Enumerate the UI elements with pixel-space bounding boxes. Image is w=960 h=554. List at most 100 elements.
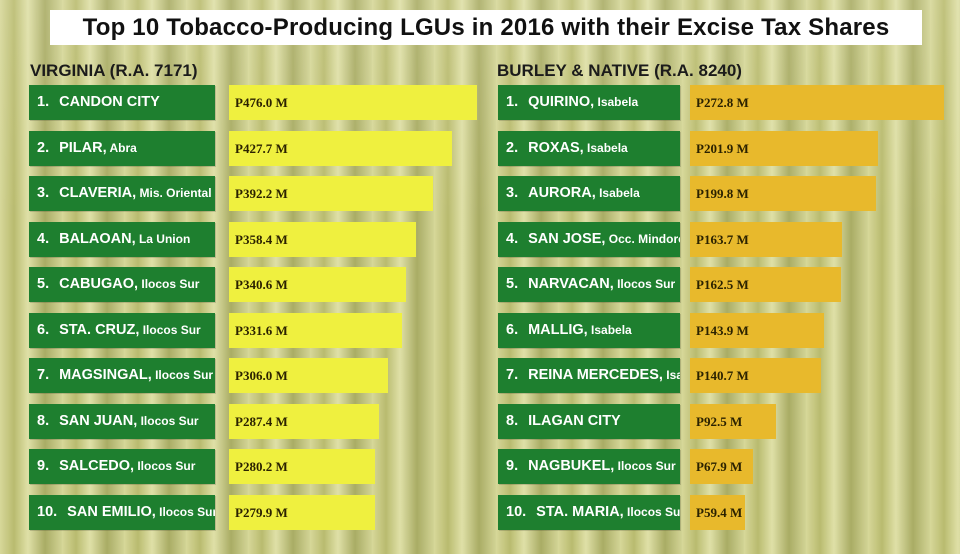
lgu-name: QUIRINO, (528, 94, 595, 110)
province-name: Ilocos Sur (137, 413, 199, 428)
value-label: P272.8 M (696, 95, 749, 110)
value-label: P163.7 M (696, 231, 749, 247)
virginia-bar: P280.2 M (229, 449, 375, 484)
virginia-bar: P476.0 M (229, 85, 477, 120)
value-label: P59.4 M (696, 504, 743, 520)
rank-number: 9. (506, 458, 519, 474)
value-label: P427.7 M (235, 140, 288, 156)
lgu-name: NAGBUKEL, (528, 458, 615, 474)
value-label: P143.9 M (696, 322, 749, 338)
province-name: Ilocos Sur (151, 368, 214, 382)
province-name: Ilocos Sur (138, 277, 200, 291)
virginia-bar: P306.0 M (229, 358, 388, 393)
burley-bar: P201.9 M (690, 130, 878, 166)
lgu-name: SALCEDO, (59, 458, 135, 474)
value-label: P392.2 M (235, 186, 288, 201)
province-name: Ilocos Sur (134, 459, 196, 473)
rank-number: 4. (506, 230, 519, 247)
rank-number: 7. (506, 367, 519, 383)
lgu-name: SAN JUAN, (59, 412, 138, 429)
burley-bar: P163.7 M (690, 221, 842, 257)
virginia-category-label: 4. BALAOAN, La Union (29, 221, 215, 257)
virginia-bar: P392.2 M (229, 176, 433, 211)
virginia-bar-chart: 1. CANDON CITY P476.0 M 2. PILAR, Abra P427.7… (29, 85, 479, 535)
lgu-name: MALLIG, (528, 321, 588, 338)
burley-bar: P140.7 M (690, 358, 821, 393)
burley-category-label: 1. QUIRINO, Isabela (498, 85, 680, 120)
virginia-category-label: 9. SALCEDO, Ilocos Sur (29, 449, 215, 484)
virginia-category-label: 8. SAN JUAN, Ilocos Sur (29, 403, 215, 439)
virginia-category-label: 2. PILAR, Abra (29, 130, 215, 166)
value-label: P199.8 M (696, 186, 749, 201)
lgu-name: ROXAS, (528, 139, 584, 156)
lgu-name: STA. MARIA, (536, 503, 624, 520)
province-name: Occ. Mindoro (605, 231, 680, 246)
burley-bar: P199.8 M (690, 176, 876, 211)
province-name: Mis. Oriental (136, 186, 212, 200)
virginia-category-label: 5. CABUGAO, Ilocos Sur (29, 267, 215, 302)
province-name: Ilocos Sur (613, 277, 676, 291)
burley-bar: P59.4 M (690, 494, 745, 530)
virginia-category-label: 10. SAN EMILIO, Ilocos Sur (29, 494, 215, 530)
rank-number: 9. (37, 458, 50, 474)
lgu-name: NARVACAN, (528, 276, 614, 292)
burley-category-label: 8. ILAGAN CITY (498, 403, 680, 439)
lgu-name: BALAOAN, (59, 230, 136, 247)
value-label: P331.6 M (235, 322, 288, 338)
burley-category-label: 2. ROXAS, Isabela (498, 130, 680, 166)
virginia-bar: P358.4 M (229, 221, 416, 257)
lgu-name: CANDON CITY (59, 94, 160, 110)
rank-number: 1. (506, 94, 519, 110)
burley-bar: P92.5 M (690, 403, 776, 439)
virginia-category-label: 7. MAGSINGAL, Ilocos Sur (29, 358, 215, 393)
province-name: Isabela (595, 186, 640, 200)
lgu-name: REINA MERCEDES, (528, 367, 663, 383)
burley-category-label: 5. NARVACAN, Ilocos Sur (498, 267, 680, 302)
lgu-name: AURORA, (528, 185, 596, 201)
lgu-name: ILAGAN CITY (528, 412, 621, 429)
burley-category-label: 9. NAGBUKEL, Ilocos Sur (498, 449, 680, 484)
lgu-name: PILAR, (59, 139, 107, 156)
chart-title: Top 10 Tobacco-Producing LGUs in 2016 wi… (50, 10, 922, 45)
virginia-bar: P279.9 M (229, 494, 375, 530)
value-label: P279.9 M (235, 504, 288, 520)
virginia-section-title: VIRGINIA (R.A. 7171) (30, 61, 198, 80)
value-label: P280.2 M (235, 459, 288, 474)
burley-category-label: 6. MALLIG, Isabela (498, 312, 680, 348)
value-label: P162.5 M (696, 277, 749, 292)
rank-number: 7. (37, 367, 50, 383)
value-label: P476.0 M (235, 95, 288, 110)
province-name: Abra (106, 140, 137, 155)
lgu-name: STA. CRUZ, (59, 321, 140, 338)
virginia-category-label: 3. CLAVERIA, Mis. Oriental (29, 176, 215, 211)
rank-number: 10. (506, 503, 527, 520)
value-label: P140.7 M (696, 368, 749, 383)
province-name: Ilocos Sur (155, 504, 215, 519)
province-name: Ilocos Sur (623, 504, 680, 519)
virginia-bar: P340.6 M (229, 267, 406, 302)
lgu-name: MAGSINGAL, (59, 367, 152, 383)
lgu-name: CLAVERIA, (59, 185, 137, 201)
lgu-name: CABUGAO, (59, 276, 139, 292)
virginia-bar: P427.7 M (229, 130, 452, 166)
virginia-bar: P287.4 M (229, 403, 379, 439)
province-name: Isabela (583, 140, 628, 155)
rank-number: 1. (37, 94, 50, 110)
rank-number: 2. (506, 139, 519, 156)
rank-number: 6. (37, 321, 50, 338)
virginia-category-label: 1. CANDON CITY (29, 85, 215, 120)
province-name: Ilocos Sur (614, 459, 676, 473)
province-name: Isabela (666, 368, 680, 382)
burley-category-label: 3. AURORA, Isabela (498, 176, 680, 211)
rank-number: 10. (37, 503, 58, 520)
value-label: P306.0 M (235, 368, 288, 383)
rank-number: 3. (506, 185, 519, 201)
rank-number: 5. (37, 276, 50, 292)
rank-number: 2. (37, 139, 50, 156)
burley-bar: P272.8 M (690, 85, 944, 120)
province-name: Ilocos Sur (139, 322, 201, 337)
lgu-name: SAN EMILIO, (67, 503, 156, 520)
rank-number: 4. (37, 230, 50, 247)
rank-number: 8. (506, 412, 519, 429)
burley-section-title: BURLEY & NATIVE (R.A. 8240) (497, 61, 742, 80)
